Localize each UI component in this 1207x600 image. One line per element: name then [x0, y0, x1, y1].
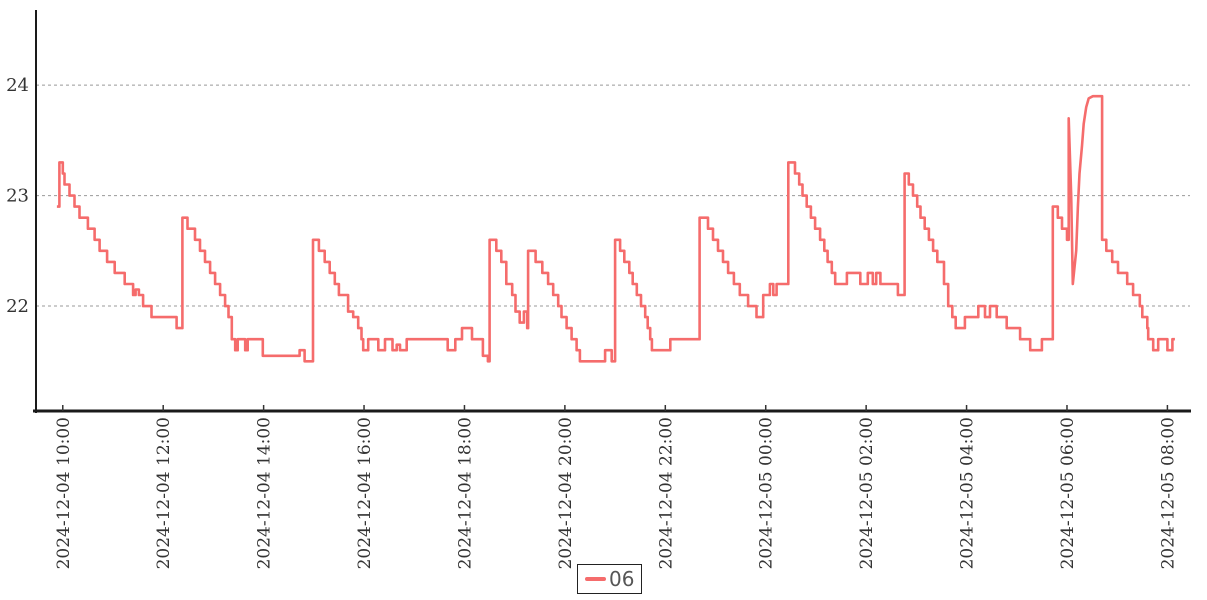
x-axis-label: 2024-12-05 00:00 — [757, 417, 777, 569]
legend-line-marker-icon — [585, 577, 606, 581]
legend-series-label: 06 — [609, 567, 635, 591]
x-axis-label: 2024-12-05 04:00 — [958, 417, 978, 569]
x-axis-label: 2024-12-04 12:00 — [154, 417, 174, 569]
x-axis-label: 2024-12-04 18:00 — [455, 417, 475, 569]
x-axis-label: 2024-12-04 16:00 — [355, 417, 375, 569]
x-axis-label: 2024-12-04 10:00 — [54, 417, 74, 569]
x-axis-label: 2024-12-05 02:00 — [857, 417, 877, 569]
x-axis-label: 2024-12-04 20:00 — [556, 417, 576, 569]
legend[interactable]: 06 — [577, 564, 643, 594]
y-axis-label-24: 24 — [6, 75, 29, 96]
x-axis-label: 2024-12-04 14:00 — [255, 417, 275, 569]
y-axis-label-22: 22 — [6, 296, 29, 317]
y-axis-label-23: 23 — [6, 186, 29, 207]
series-line-06 — [56, 94, 1175, 363]
x-axis-label: 2024-12-05 06:00 — [1058, 417, 1078, 569]
x-axis-label: 2024-12-04 22:00 — [656, 417, 676, 569]
x-axis-label: 2024-12-05 08:00 — [1158, 417, 1178, 569]
